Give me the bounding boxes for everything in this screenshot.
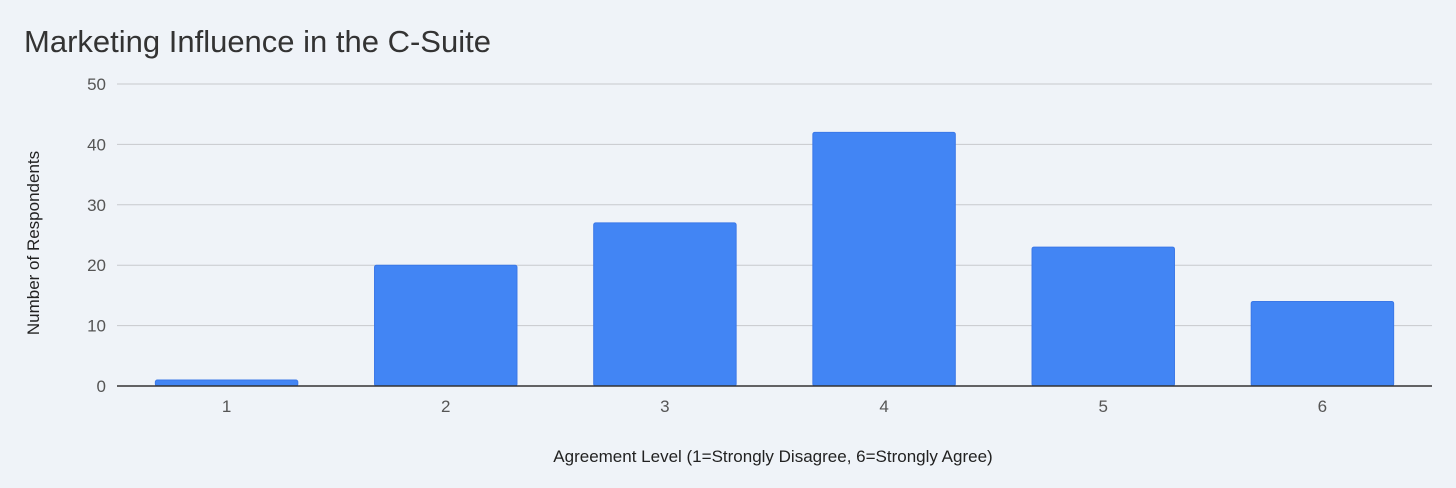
y-tick-label: 50 bbox=[87, 75, 106, 94]
x-tick-label: 6 bbox=[1318, 397, 1327, 416]
chart-title: Marketing Influence in the C-Suite bbox=[24, 24, 491, 59]
gridlines bbox=[117, 83, 1432, 327]
y-tick-label: 10 bbox=[87, 317, 106, 336]
x-axis-title: Agreement Level (1=Strongly Disagree, 6=… bbox=[553, 447, 992, 466]
bar-6 bbox=[1250, 300, 1395, 387]
y-tick-label: 20 bbox=[87, 256, 106, 275]
y-axis-title: Number of Respondents bbox=[24, 151, 43, 335]
y-axis-ticks: 0 10 20 30 40 50 bbox=[87, 75, 106, 396]
bar-4 bbox=[812, 131, 956, 387]
x-tick-label: 3 bbox=[660, 397, 669, 416]
y-tick-label: 30 bbox=[87, 196, 106, 215]
x-tick-label: 1 bbox=[222, 397, 231, 416]
bar-1 bbox=[154, 379, 299, 387]
bar-3 bbox=[593, 222, 737, 387]
x-axis-ticks: 1 2 3 4 5 6 bbox=[222, 397, 1327, 416]
x-tick-label: 2 bbox=[441, 397, 450, 416]
y-tick-label: 40 bbox=[87, 135, 106, 154]
bar-5 bbox=[1031, 246, 1175, 387]
y-tick-label: 0 bbox=[97, 377, 106, 396]
x-tick-label: 5 bbox=[1099, 397, 1108, 416]
bar-2 bbox=[374, 264, 518, 387]
x-tick-label: 4 bbox=[879, 397, 888, 416]
